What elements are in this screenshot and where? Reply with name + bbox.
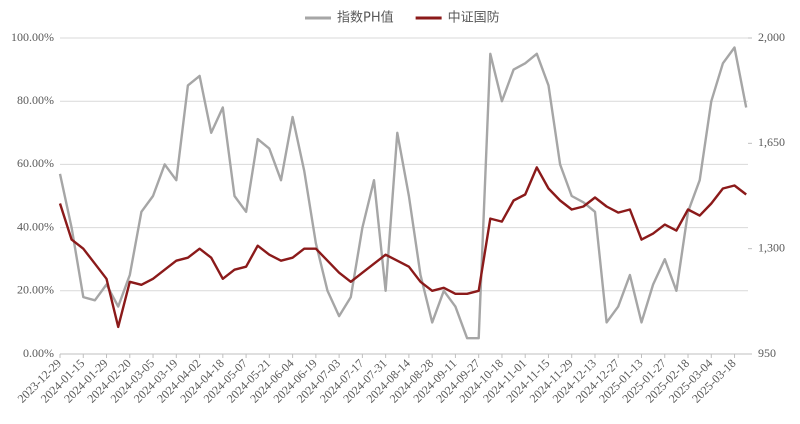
legend-label: 中证国防 [448,10,500,26]
y2-tick-label: 950 [758,346,776,360]
y-tick-label: 80.00% [17,93,54,107]
y-tick-label: 40.00% [17,219,54,233]
y-tick-label: 0.00% [23,346,54,360]
y2-tick-label: 1,650 [758,135,785,149]
legend: 指数PH值 中证国防 [305,10,500,26]
data-line [58,166,747,329]
y2-tick-label: 1,300 [758,240,785,254]
y-tick-label: 60.00% [17,156,54,170]
y2-tick-label: 2,000 [758,30,785,44]
legend-label: 指数PH值 [337,10,394,26]
y-tick-label: 20.00% [17,283,54,297]
y-tick-label: 100.00% [11,30,54,44]
data-line [58,46,748,340]
